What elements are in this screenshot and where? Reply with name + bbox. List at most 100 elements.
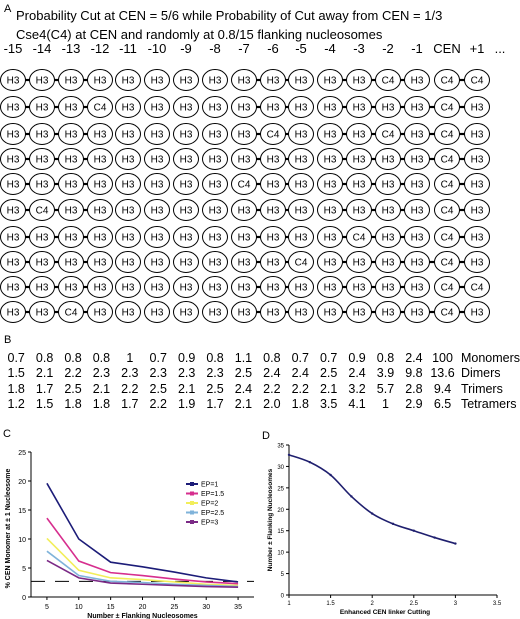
nucleosome	[58, 173, 84, 195]
nucleosome-label: H3	[209, 233, 222, 244]
nucleosome-label: H3	[411, 283, 424, 294]
nucleosome	[375, 251, 401, 273]
table-cell: 2.5	[64, 381, 82, 396]
nucleosome-label: H3	[267, 103, 280, 114]
panel-a-letter: A	[4, 3, 12, 15]
nucleosome	[260, 148, 286, 170]
nucleosome-label: H3	[267, 155, 280, 166]
nucleosome-label: H3	[94, 283, 107, 294]
y-tick-label: 10	[277, 551, 284, 557]
nucleosome	[434, 148, 460, 170]
nucleosome-label: H3	[180, 206, 193, 217]
data-point	[287, 453, 291, 457]
table-cell: 1.8	[92, 397, 111, 412]
nucleosome	[260, 251, 286, 273]
nucleosome	[144, 148, 170, 170]
nucleosome-label: H3	[411, 258, 424, 269]
nucleosome	[260, 199, 286, 221]
data-point	[412, 529, 415, 532]
position-label: -8	[209, 41, 221, 56]
nucleosome-label: H3	[36, 76, 49, 87]
position-label: +1	[470, 41, 485, 56]
y-axis-label: % CEN Monomer at ± 1 Nucleosome	[5, 469, 12, 589]
nucleosome	[202, 199, 228, 221]
nucleosome	[317, 301, 343, 323]
table-cell: 2.4	[234, 381, 253, 396]
nucleosome	[346, 173, 372, 195]
x-tick-label: 30	[202, 604, 210, 611]
nucleosome	[260, 173, 286, 195]
nucleosome	[58, 148, 84, 170]
nucleosome	[115, 199, 141, 221]
nucleosome	[202, 226, 228, 248]
table-cell: 0.8	[35, 350, 54, 365]
x-tick-label: 10	[75, 604, 83, 611]
y-tick-label: 20	[277, 508, 284, 514]
nucleosome-label: H3	[238, 283, 251, 294]
position-label: CEN	[433, 41, 460, 56]
position-label: -4	[324, 41, 336, 56]
nucleosome-label: H3	[151, 76, 164, 87]
panel-d-letter: D	[262, 430, 270, 442]
nucleosome-label: H3	[267, 206, 280, 217]
nucleosome-label: C4	[295, 258, 308, 269]
nucleosome-label: H3	[180, 308, 193, 319]
nucleosome-label: H3	[411, 76, 424, 87]
nucleosome-label: H3	[94, 233, 107, 244]
nucleosome	[317, 226, 343, 248]
y-tick-label: 25	[18, 450, 26, 457]
position-label: -15	[4, 41, 23, 56]
table-cell: 2.5	[319, 366, 338, 381]
nucleosome	[29, 96, 55, 118]
nucleosome-label: H3	[7, 130, 20, 141]
nucleosome-label: H3	[267, 76, 280, 87]
table-cell: 2.3	[177, 366, 196, 381]
panel-a-title-line1: Probability Cut at CEN = 5/6 while Proba…	[16, 8, 443, 23]
nucleosome	[231, 199, 257, 221]
nucleosome	[0, 148, 26, 170]
nucleosome-label: H3	[65, 233, 78, 244]
legend-marker	[190, 501, 194, 505]
panel-a-title-line2: Cse4(C4) at CEN and randomly at 0.8/15 f…	[16, 27, 383, 42]
position-label: -3	[353, 41, 365, 56]
nucleosome	[173, 251, 199, 273]
nucleosome-label: H3	[382, 283, 395, 294]
nucleosome-label: H3	[471, 180, 484, 191]
nucleosome	[87, 69, 113, 91]
nucleosome-label: H3	[94, 155, 107, 166]
position-label: -13	[62, 41, 81, 56]
nucleosome	[231, 276, 257, 298]
table-cell: 2.3	[92, 366, 111, 381]
nucleosome	[288, 276, 314, 298]
nucleosome-label: H3	[36, 180, 49, 191]
nucleosome-label: H3	[209, 258, 222, 269]
nucleosome	[115, 173, 141, 195]
nucleosome	[58, 226, 84, 248]
table-cell: 2.4	[291, 366, 309, 381]
table-cell: 0.7	[149, 350, 167, 365]
nucleosome-label: H3	[7, 180, 20, 191]
nucleosome	[144, 251, 170, 273]
nucleosome-label: H3	[151, 103, 164, 114]
table-row: 1.5 2.1 2.2 2.3 2.3 2.3 2.3 2.3 2.5 2.4 2.4 2.5 2.4 3…	[2, 366, 520, 382]
nucleosome-label: H3	[382, 206, 395, 217]
nucleosome	[144, 173, 170, 195]
position-label: -5	[295, 41, 307, 56]
nucleosome-label: H3	[94, 180, 107, 191]
x-tick-label: 2	[371, 601, 375, 607]
y-axis-label: Number ± Flanking Nucleosomes	[267, 468, 274, 571]
legend-label: EP=2	[201, 501, 218, 508]
table-cell: 0.8	[263, 350, 281, 365]
nucleosome-label: H3	[7, 308, 20, 319]
nucleosome	[434, 96, 460, 118]
nucleosome	[317, 69, 343, 91]
nucleosome-label: C4	[441, 180, 454, 191]
nucleosome-label: H3	[411, 103, 424, 114]
nucleosome	[464, 96, 490, 118]
nucleosome	[231, 148, 257, 170]
position-label: -1	[411, 41, 423, 56]
x-tick-label: 1.5	[326, 601, 335, 607]
nucleosome-label: H3	[36, 233, 49, 244]
nucleosome-label: H3	[7, 76, 20, 87]
table-cell: 2.2	[64, 366, 82, 381]
